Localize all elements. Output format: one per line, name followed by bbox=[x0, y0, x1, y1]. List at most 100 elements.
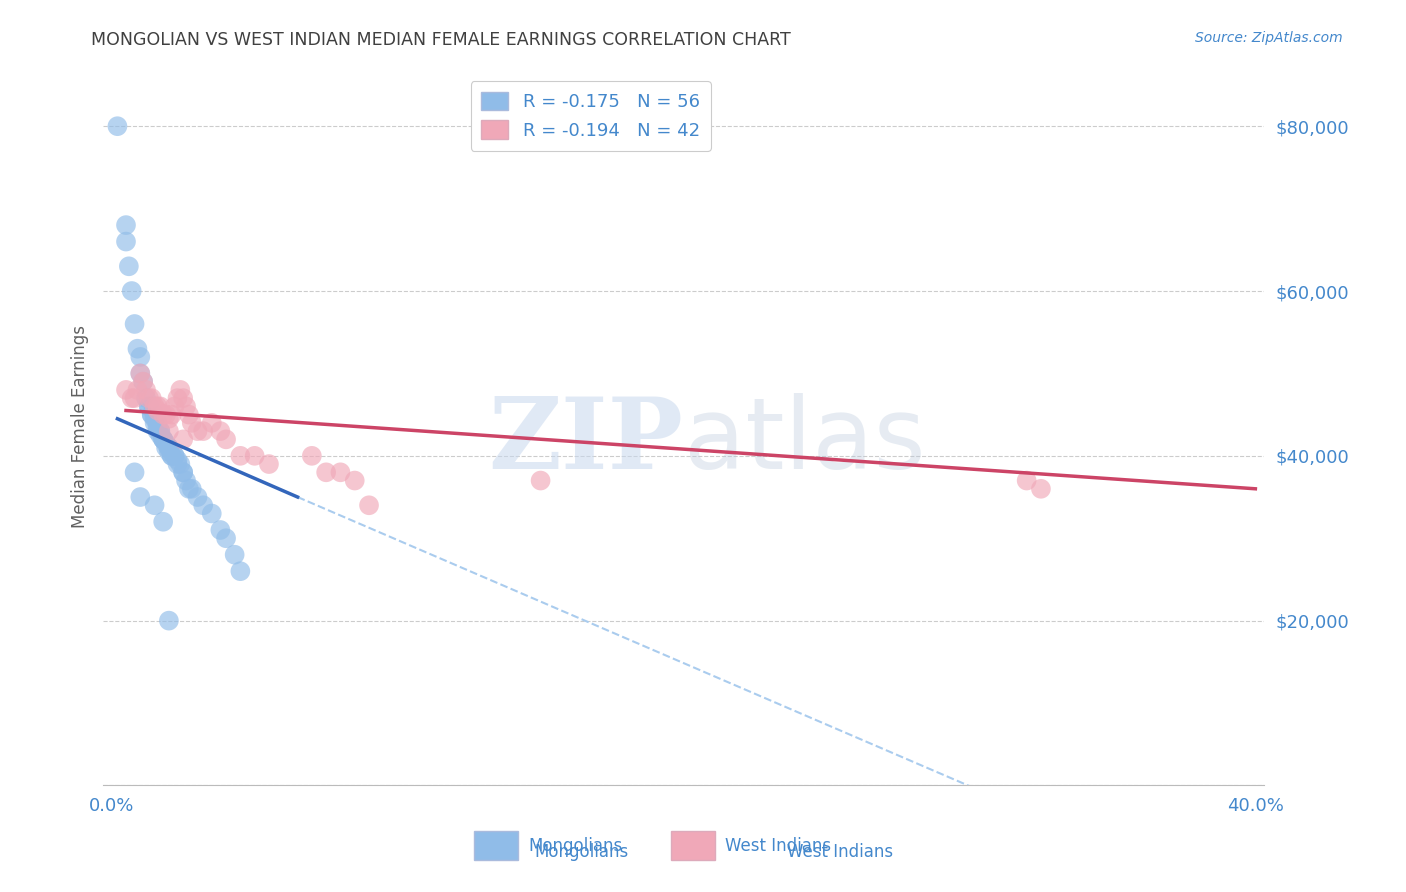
Point bbox=[146, 416, 169, 430]
Point bbox=[257, 457, 280, 471]
Point bbox=[157, 444, 180, 458]
Point bbox=[172, 465, 194, 479]
Point bbox=[143, 408, 166, 422]
Text: MONGOLIAN VS WEST INDIAN MEDIAN FEMALE EARNINGS CORRELATION CHART: MONGOLIAN VS WEST INDIAN MEDIAN FEMALE E… bbox=[91, 31, 792, 49]
Point bbox=[138, 400, 160, 414]
Point bbox=[166, 453, 188, 467]
Point bbox=[152, 433, 174, 447]
Point bbox=[121, 391, 143, 405]
Point bbox=[215, 433, 238, 447]
Text: Mongolians: Mongolians bbox=[529, 837, 623, 855]
Point bbox=[152, 433, 174, 447]
Point bbox=[174, 400, 197, 414]
Point bbox=[1029, 482, 1052, 496]
Point bbox=[174, 474, 197, 488]
Point bbox=[180, 416, 202, 430]
Point bbox=[329, 465, 352, 479]
Point bbox=[229, 564, 252, 578]
Point bbox=[152, 408, 174, 422]
FancyBboxPatch shape bbox=[474, 831, 517, 860]
Point bbox=[143, 498, 166, 512]
Point bbox=[357, 498, 380, 512]
Point bbox=[169, 383, 191, 397]
Point bbox=[180, 482, 202, 496]
Point bbox=[132, 375, 155, 389]
Point bbox=[143, 416, 166, 430]
Point bbox=[160, 449, 183, 463]
Point bbox=[186, 424, 208, 438]
Point bbox=[132, 375, 155, 389]
Point bbox=[141, 391, 163, 405]
Point bbox=[141, 408, 163, 422]
Text: Source: ZipAtlas.com: Source: ZipAtlas.com bbox=[1195, 31, 1343, 45]
Point bbox=[160, 449, 183, 463]
Text: ZIP: ZIP bbox=[489, 392, 683, 490]
Point bbox=[146, 424, 169, 438]
Text: Mongolians: Mongolians bbox=[534, 843, 628, 861]
Point bbox=[209, 424, 232, 438]
Point bbox=[127, 383, 149, 397]
Point bbox=[343, 474, 366, 488]
Point bbox=[124, 465, 146, 479]
Point bbox=[124, 317, 146, 331]
Point bbox=[160, 408, 183, 422]
Point bbox=[155, 441, 177, 455]
Point bbox=[129, 490, 152, 504]
Point bbox=[143, 400, 166, 414]
Point bbox=[186, 490, 208, 504]
Point bbox=[1015, 474, 1038, 488]
Point bbox=[177, 482, 200, 496]
Point bbox=[201, 416, 224, 430]
Point bbox=[129, 350, 152, 364]
Point bbox=[124, 391, 146, 405]
Point bbox=[172, 465, 194, 479]
Point bbox=[115, 235, 138, 249]
Point bbox=[155, 436, 177, 450]
Point bbox=[129, 367, 152, 381]
Point bbox=[118, 260, 141, 274]
Point bbox=[209, 523, 232, 537]
Point bbox=[107, 119, 129, 133]
Point bbox=[529, 474, 551, 488]
Point bbox=[169, 457, 191, 471]
Point bbox=[127, 342, 149, 356]
Point bbox=[224, 548, 246, 562]
Text: West Indians: West Indians bbox=[725, 837, 831, 855]
Point bbox=[163, 449, 186, 463]
Point bbox=[115, 218, 138, 232]
Point bbox=[193, 424, 215, 438]
Point bbox=[146, 403, 169, 417]
Point bbox=[157, 614, 180, 628]
Point bbox=[129, 367, 152, 381]
Point bbox=[121, 284, 143, 298]
Point bbox=[152, 515, 174, 529]
Point bbox=[138, 391, 160, 405]
Point bbox=[135, 391, 157, 405]
Point bbox=[149, 424, 172, 438]
Point bbox=[143, 411, 166, 425]
Point bbox=[166, 391, 188, 405]
Point bbox=[243, 449, 266, 463]
Point bbox=[141, 408, 163, 422]
Point bbox=[163, 400, 186, 414]
Point bbox=[229, 449, 252, 463]
Point bbox=[157, 424, 180, 438]
Legend: R = -0.175   N = 56, R = -0.194   N = 42: R = -0.175 N = 56, R = -0.194 N = 42 bbox=[471, 81, 711, 151]
Point bbox=[146, 420, 169, 434]
Point bbox=[163, 449, 186, 463]
Point bbox=[149, 428, 172, 442]
Point bbox=[215, 531, 238, 545]
Point bbox=[301, 449, 323, 463]
Point bbox=[149, 400, 172, 414]
Point bbox=[177, 408, 200, 422]
Point bbox=[157, 441, 180, 455]
Point bbox=[115, 383, 138, 397]
Text: atlas: atlas bbox=[683, 392, 925, 490]
Point bbox=[135, 383, 157, 397]
Point bbox=[166, 457, 188, 471]
Point bbox=[315, 465, 337, 479]
Point bbox=[193, 498, 215, 512]
Y-axis label: Median Female Earnings: Median Female Earnings bbox=[72, 326, 89, 528]
Point bbox=[172, 391, 194, 405]
Point bbox=[152, 433, 174, 447]
